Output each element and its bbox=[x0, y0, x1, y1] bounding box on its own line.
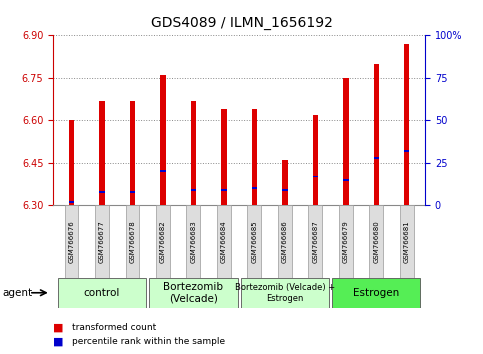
Bar bbox=[160, 171, 166, 172]
Text: GSM766680: GSM766680 bbox=[373, 220, 379, 263]
Text: Bortezomib
(Velcade): Bortezomib (Velcade) bbox=[163, 282, 223, 304]
Bar bbox=[332, 278, 421, 308]
Text: GSM766687: GSM766687 bbox=[313, 220, 318, 263]
Bar bbox=[217, 205, 231, 278]
Text: control: control bbox=[84, 288, 120, 298]
Bar bbox=[57, 278, 146, 308]
Text: ■: ■ bbox=[53, 322, 64, 332]
Text: GSM766676: GSM766676 bbox=[69, 220, 74, 263]
Bar bbox=[99, 191, 105, 193]
Text: ■: ■ bbox=[53, 337, 64, 347]
Bar bbox=[156, 205, 170, 278]
Bar bbox=[221, 109, 227, 205]
Bar bbox=[278, 205, 292, 278]
Bar bbox=[241, 278, 329, 308]
Bar bbox=[252, 188, 257, 189]
Bar bbox=[309, 205, 322, 278]
Bar bbox=[129, 101, 135, 205]
Bar bbox=[247, 205, 261, 278]
Text: Bortezomib (Velcade) +
Estrogen: Bortezomib (Velcade) + Estrogen bbox=[235, 283, 335, 303]
Text: Estrogen: Estrogen bbox=[353, 288, 399, 298]
Bar bbox=[373, 157, 379, 159]
Bar bbox=[186, 205, 200, 278]
Text: GSM766685: GSM766685 bbox=[251, 220, 257, 263]
Bar bbox=[339, 205, 353, 278]
Text: GSM766684: GSM766684 bbox=[221, 220, 227, 263]
Bar bbox=[369, 205, 383, 278]
Bar bbox=[126, 205, 139, 278]
Bar bbox=[160, 75, 166, 205]
Text: GSM766682: GSM766682 bbox=[160, 220, 166, 263]
Text: agent: agent bbox=[2, 288, 32, 298]
Bar bbox=[343, 179, 349, 181]
Bar bbox=[69, 120, 74, 205]
Bar bbox=[252, 109, 257, 205]
Text: GSM766686: GSM766686 bbox=[282, 220, 288, 263]
Text: GSM766678: GSM766678 bbox=[129, 220, 135, 263]
Text: GSM766681: GSM766681 bbox=[404, 220, 410, 263]
Bar bbox=[313, 115, 318, 205]
Text: percentile rank within the sample: percentile rank within the sample bbox=[72, 337, 226, 346]
Bar bbox=[313, 176, 318, 177]
Bar bbox=[95, 205, 109, 278]
Bar bbox=[343, 78, 349, 205]
Bar bbox=[400, 205, 413, 278]
Text: GSM766679: GSM766679 bbox=[343, 220, 349, 263]
Text: GSM766677: GSM766677 bbox=[99, 220, 105, 263]
Bar bbox=[282, 160, 287, 205]
Bar bbox=[191, 101, 196, 205]
Text: GSM766683: GSM766683 bbox=[190, 220, 197, 263]
Bar bbox=[69, 201, 74, 203]
Bar bbox=[149, 278, 238, 308]
Text: transformed count: transformed count bbox=[72, 323, 156, 332]
Bar bbox=[221, 189, 227, 191]
Bar bbox=[191, 189, 196, 191]
Text: GDS4089 / ILMN_1656192: GDS4089 / ILMN_1656192 bbox=[151, 16, 332, 30]
Bar bbox=[99, 101, 105, 205]
Bar bbox=[129, 191, 135, 193]
Bar bbox=[282, 189, 287, 191]
Bar bbox=[404, 44, 410, 205]
Bar bbox=[373, 64, 379, 205]
Bar bbox=[404, 150, 410, 152]
Bar bbox=[65, 205, 78, 278]
